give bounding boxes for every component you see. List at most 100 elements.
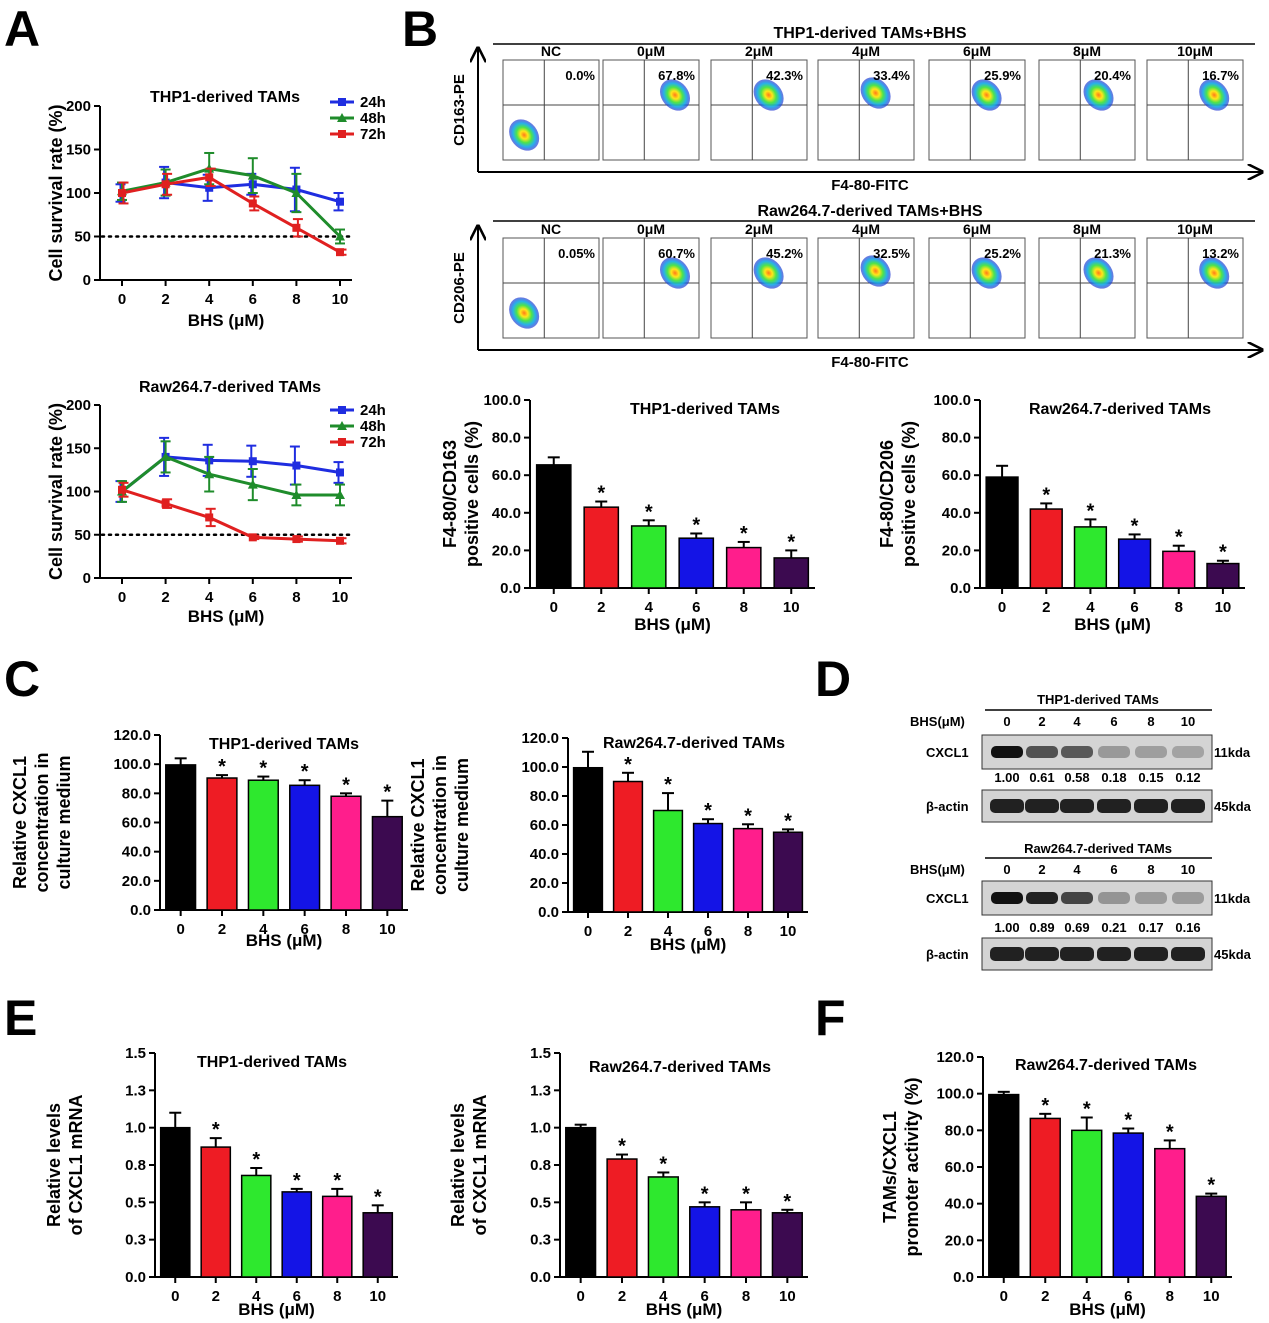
control-band — [1025, 799, 1059, 813]
y-tick-label: 40.0 — [942, 505, 971, 522]
chart-title: THP1-derived TAMs — [197, 1054, 347, 1071]
chart-title: Raw264.7-derived TAMs — [603, 735, 785, 752]
bar — [330, 795, 362, 911]
data-point — [291, 188, 302, 197]
blot-dose: 4 — [1073, 714, 1081, 729]
y-tick-label: 100 — [66, 185, 91, 202]
bar — [772, 831, 804, 913]
x-axis-label: BHS (μM) — [646, 1300, 723, 1319]
bar — [689, 1206, 721, 1278]
data-point — [161, 499, 170, 508]
significance-mark: * — [787, 531, 795, 553]
bar — [1112, 1132, 1144, 1278]
blot-dose: 10 — [1181, 862, 1195, 877]
control-band — [990, 947, 1024, 961]
data-point — [335, 231, 345, 241]
y-tick-label: 40.0 — [122, 844, 151, 861]
y-axis-label: F4-80/CD206 — [877, 440, 897, 548]
significance-mark: * — [784, 810, 792, 832]
y-tick-label: 20.0 — [945, 1232, 974, 1249]
x-tick-label: 0 — [176, 921, 184, 938]
y-tick-label: 100.0 — [936, 1086, 974, 1103]
flow-x-label: F4-80-FITC — [831, 177, 909, 194]
flow-plot-frame — [928, 237, 1026, 339]
band-ratio: 0.89 — [1029, 920, 1054, 935]
y-tick-label: 0 — [83, 272, 91, 289]
y-tick-label: 1.5 — [530, 1045, 551, 1062]
y-tick-label: 0.3 — [530, 1232, 551, 1249]
western-blot-panel: THP1-derived TAMs BHS(μM) 0 2 4 6 8 10 CXCL1 11kd… — [910, 692, 1252, 971]
x-tick-label: 10 — [1203, 1288, 1220, 1305]
x-tick-label: 4 — [664, 923, 673, 940]
series-72h: 72h — [118, 434, 386, 545]
y-tick-label: 80.0 — [530, 788, 559, 805]
y-tick-label: 0 — [83, 570, 91, 587]
x-tick-label: 4 — [1083, 1288, 1092, 1305]
bar — [985, 476, 1019, 589]
control-band — [1025, 947, 1059, 961]
data-point — [205, 183, 214, 192]
series-line-48h — [121, 455, 340, 497]
legend-marker — [337, 113, 347, 122]
data-point — [161, 180, 170, 189]
y-tick-label: 0.0 — [130, 902, 151, 919]
bar — [572, 766, 604, 913]
x-tick-label: 6 — [300, 921, 308, 938]
chart-title: Raw264.7-derived TAMs — [589, 1059, 771, 1076]
y-tick-label: 60.0 — [945, 1159, 974, 1176]
blot-dose: 6 — [1110, 862, 1117, 877]
bar — [612, 780, 644, 913]
bar — [692, 822, 724, 913]
significance-mark: * — [1219, 542, 1227, 564]
flow-plot: 6μM 25.2% — [928, 221, 1026, 339]
series-72h: 72h — [118, 126, 386, 257]
blot-control-kda: 45kda — [1214, 799, 1252, 814]
y-tick-label: 200 — [66, 397, 91, 414]
flow-plot-frame — [602, 59, 700, 161]
y-tick-label: 40.0 — [492, 505, 521, 522]
flow-plot: 4μM 32.5% — [817, 221, 915, 339]
y-tick-label: 0.0 — [125, 1269, 146, 1286]
significance-mark: * — [618, 1136, 626, 1158]
x-tick-label: 8 — [292, 589, 300, 606]
x-tick-label: 8 — [744, 923, 752, 940]
protein-band — [1026, 746, 1058, 758]
bar — [1206, 562, 1240, 589]
y-tick-label: 80.0 — [122, 785, 151, 802]
y-axis-label: Relative levels — [44, 1103, 64, 1227]
cell-population — [1199, 257, 1230, 289]
panel-letter-d: D — [815, 651, 851, 707]
bar — [730, 1209, 762, 1278]
quadrant-percent: 21.3% — [1094, 246, 1131, 261]
y-axis-label: of CXCL1 mRNA — [66, 1094, 86, 1235]
bar — [652, 809, 684, 913]
x-tick-label: 8 — [342, 921, 350, 938]
cell-population — [509, 297, 540, 329]
data-point — [247, 170, 258, 180]
flow-y-label: CD206-PE — [451, 252, 468, 324]
panel-letter-c: C — [4, 651, 40, 707]
y-axis-label: promoter activity (%) — [902, 1077, 922, 1256]
x-axis-label: BHS (μM) — [188, 607, 265, 626]
x-tick-label: 6 — [704, 923, 712, 940]
western-blot-1: THP1-derived TAMs BHS(μM) 0 2 4 6 8 10 CXCL1 11kd… — [910, 692, 1252, 823]
bar — [732, 827, 764, 913]
significance-mark: * — [744, 805, 752, 827]
legend-label: 72h — [360, 126, 386, 143]
x-tick-label: 6 — [692, 599, 700, 616]
significance-mark: * — [1087, 500, 1095, 522]
significance-mark: * — [374, 1186, 382, 1208]
significance-mark: * — [383, 782, 391, 804]
protein-band — [1098, 892, 1130, 904]
blot-dose: 8 — [1147, 714, 1154, 729]
data-point — [291, 489, 302, 499]
y-axis-label: positive cells (%) — [899, 421, 919, 567]
y-tick-label: 1.5 — [125, 1045, 146, 1062]
x-tick-label: 6 — [1130, 599, 1138, 616]
x-tick-label: 0 — [171, 1288, 179, 1305]
y-axis-label: TAMs/CXCL1 — [880, 1111, 900, 1223]
blot-title: THP1-derived TAMs — [1037, 692, 1159, 707]
x-tick-label: 0 — [118, 291, 126, 308]
bar — [565, 1126, 597, 1278]
